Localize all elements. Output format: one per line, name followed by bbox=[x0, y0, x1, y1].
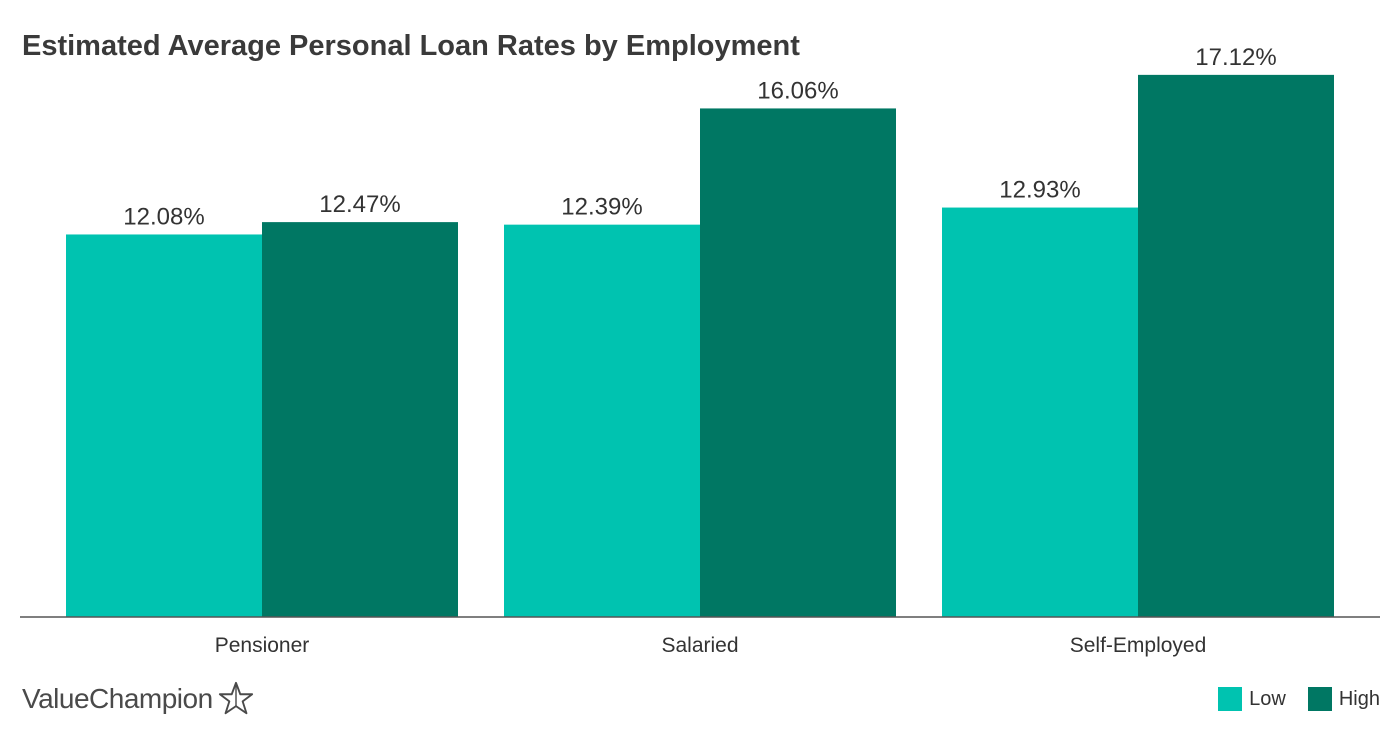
legend-swatch-low bbox=[1218, 687, 1243, 711]
legend-item-low: Low bbox=[1218, 687, 1286, 711]
x-tick-label: Salaried bbox=[661, 634, 738, 657]
bar-high-salaried bbox=[700, 108, 896, 617]
data-label-low-salaried: 12.39% bbox=[561, 194, 642, 221]
x-tick-label: Self-Employed bbox=[1070, 634, 1207, 657]
bar-high-self-employed bbox=[1138, 74, 1334, 617]
data-label-high-salaried: 16.06% bbox=[757, 77, 838, 104]
bar-low-pensioner bbox=[66, 234, 262, 617]
data-label-low-self-employed: 12.93% bbox=[999, 177, 1080, 204]
brand-name: ValueChampion bbox=[22, 683, 213, 714]
bar-low-salaried bbox=[504, 224, 700, 617]
brand-logo: ValueChampion bbox=[22, 680, 255, 718]
bar-low-self-employed bbox=[942, 207, 1138, 618]
legend-item-high: High bbox=[1307, 687, 1380, 711]
legend-swatch-high bbox=[1307, 687, 1332, 711]
star-outline-icon bbox=[218, 681, 253, 715]
x-tick-label: Pensioner bbox=[215, 634, 310, 657]
chart-legend: Low High bbox=[1196, 687, 1380, 711]
data-label-high-pensioner: 12.47% bbox=[319, 191, 400, 218]
data-label-low-pensioner: 12.08% bbox=[123, 203, 204, 230]
data-label-high-self-employed: 17.12% bbox=[1195, 44, 1276, 71]
bar-high-pensioner bbox=[262, 222, 458, 617]
legend-label-low: Low bbox=[1249, 687, 1286, 710]
chart-title: Estimated Average Personal Loan Rates by… bbox=[22, 30, 800, 62]
legend-label-high: High bbox=[1338, 687, 1380, 710]
